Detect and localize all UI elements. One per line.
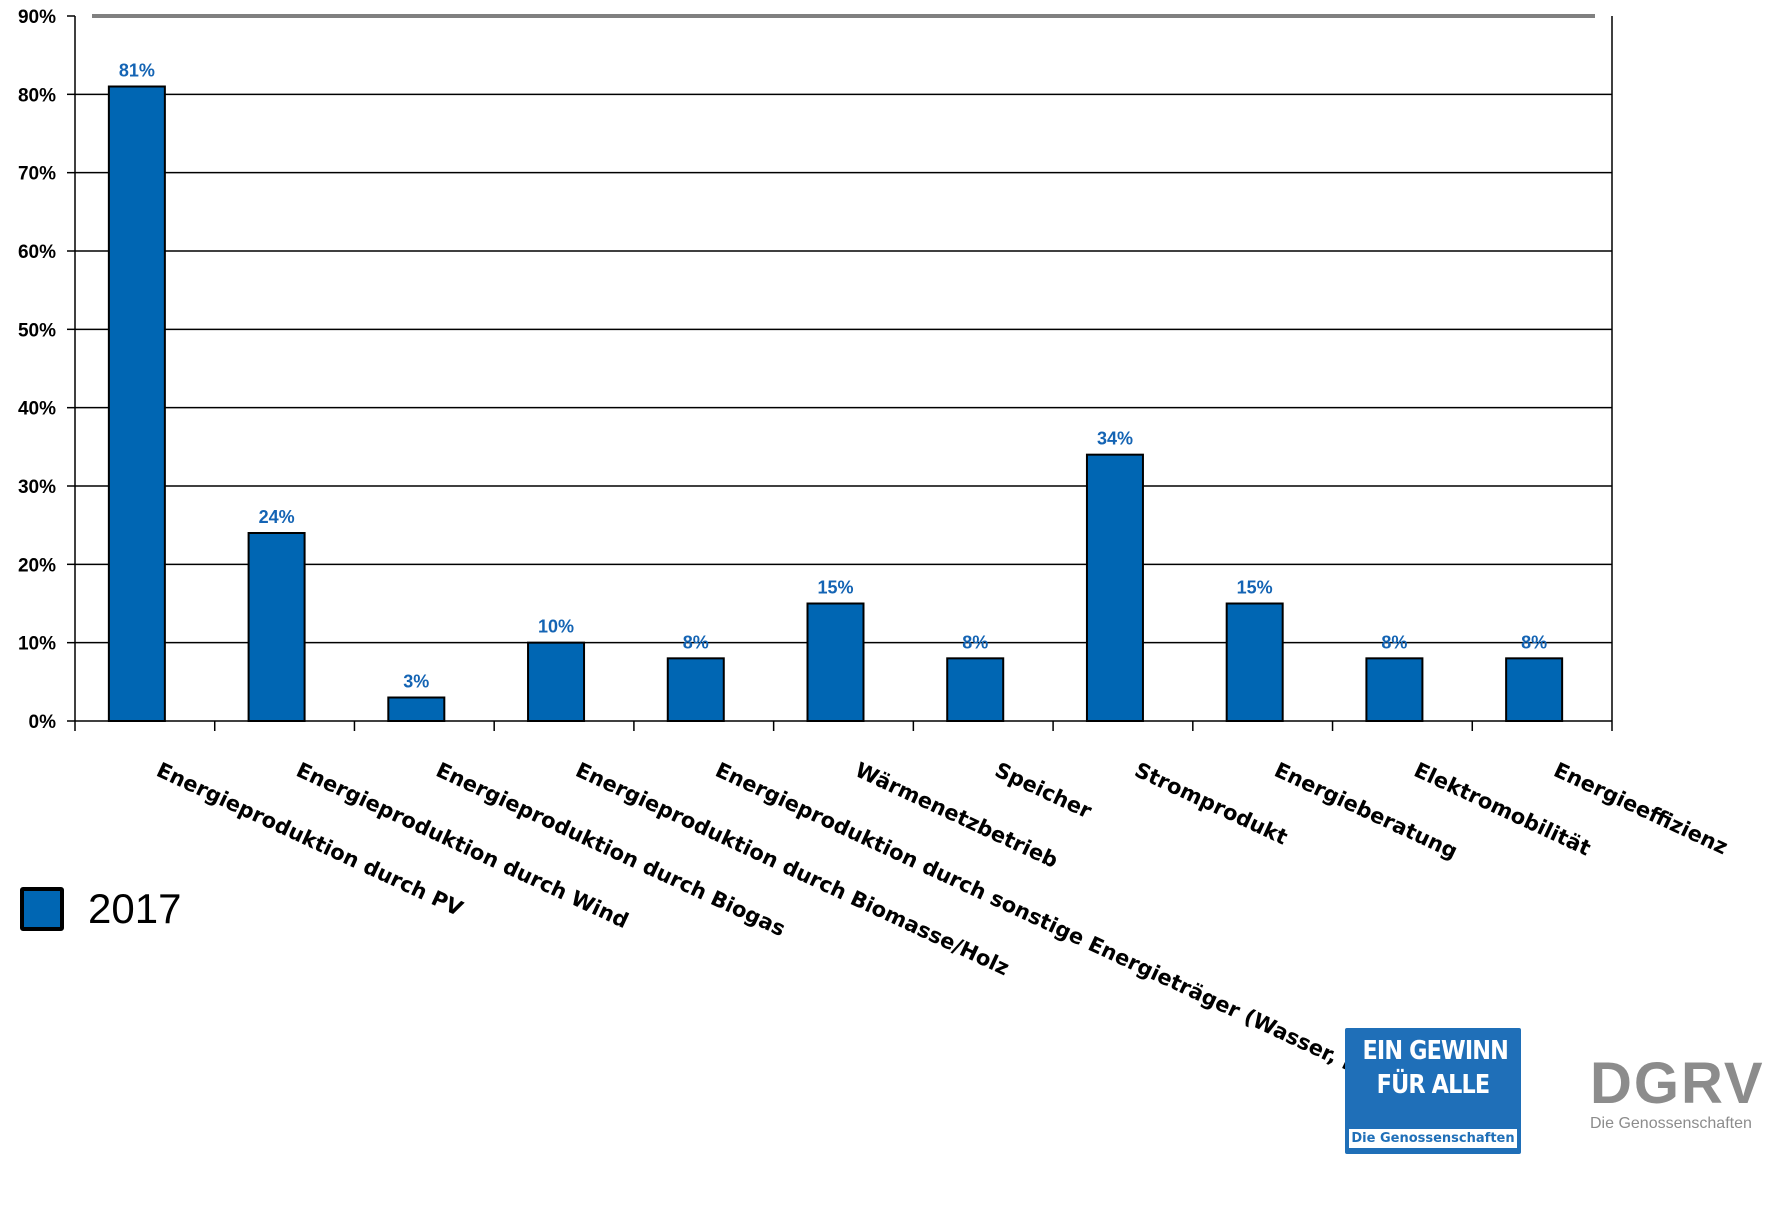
bar [527,641,586,723]
data-label: 15% [817,578,853,598]
data-label: 8% [683,632,709,652]
bar [1225,602,1284,722]
dgrv-logo: DGRV Die Genossenschaften [1590,1055,1777,1135]
ein-gewinn-fuer-alle-logo: EIN GEWINN FÜR ALLE Die Genossenschaften [1345,1028,1521,1154]
x-tick-label: Stromprodukt [1131,758,1291,850]
legend-swatch [20,887,64,931]
bar [1085,453,1144,722]
y-tick-label: 90% [18,7,56,28]
bar [1505,657,1564,722]
legend: 2017 [20,885,181,933]
data-label: 15% [1237,578,1273,598]
data-label: 24% [259,507,295,527]
y-tick-label: 80% [18,85,56,106]
y-tick-label: 10% [18,634,56,655]
data-label: 10% [538,617,574,637]
data-label: 8% [1381,632,1407,652]
data-label: 81% [119,61,155,81]
bar [247,532,306,722]
bar [806,602,865,722]
legend-label: 2017 [88,885,182,932]
data-label: 8% [962,632,988,652]
data-label: 34% [1097,429,1133,449]
bar [1365,657,1424,722]
logo-line-2: FÜR ALLE [1376,1070,1490,1100]
bar [107,85,166,722]
logo-subline: Die Genossenschaften [1349,1129,1517,1148]
y-tick-label: 40% [18,399,56,420]
y-tick-label: 60% [18,242,56,263]
y-tick-label: 50% [18,320,56,341]
dgrv-tagline: Die Genossenschaften [1590,1115,1752,1132]
logo-line-1: EIN GEWINN [1362,1036,1509,1066]
bar [666,657,725,722]
bar [946,657,1005,722]
x-tick-label: Speicher [991,758,1096,824]
y-tick-label: 20% [18,555,56,576]
bar [387,696,446,722]
y-tick-label: 0% [29,712,57,733]
y-tick-label: 30% [18,477,56,498]
dgrv-wordmark: DGRV [1590,1055,1765,1116]
data-label: 8% [1521,632,1547,652]
y-tick-label: 70% [18,164,56,185]
data-label: 3% [403,672,429,692]
